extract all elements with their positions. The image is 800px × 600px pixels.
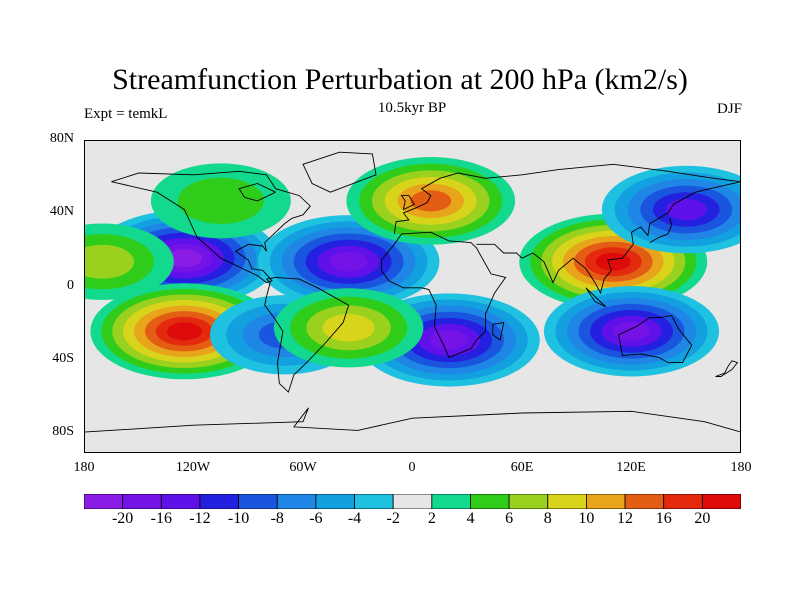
anomaly-center-9 (273, 288, 424, 368)
contour-band (322, 314, 375, 342)
colorbar-box (508, 494, 549, 509)
lon-tick-120e: 120E (616, 460, 646, 475)
coastline-2 (302, 151, 377, 193)
lon-tick-0: 0 (408, 460, 416, 475)
lon-tick-60w: 60W (289, 460, 317, 475)
colorbar-box (547, 494, 587, 509)
lat-tick-80s: 80S (52, 424, 74, 439)
coastlines (84, 151, 741, 433)
lat-tick-40n: 40N (49, 204, 74, 219)
colorbar-label: -4 (347, 510, 362, 527)
coastline-13 (84, 407, 741, 433)
lat-tick-80n: 80N (49, 131, 74, 146)
lon-tick-60e: 60E (510, 460, 534, 475)
colorbar-label: -10 (227, 510, 250, 527)
colorbar-box (315, 494, 355, 509)
colorbar-box (392, 494, 433, 509)
anomaly-center-10 (150, 163, 291, 239)
colorbar (84, 494, 741, 509)
contour-band (166, 249, 202, 268)
colorbar-label: 12 (617, 510, 634, 527)
colorbar-label: 8 (543, 510, 552, 527)
coastline-8 (715, 360, 739, 377)
colorbar-label: 20 (694, 510, 711, 527)
colorbar-label: -2 (386, 510, 400, 527)
colorbar-box (586, 494, 626, 509)
coastline-5 (381, 231, 507, 358)
coastline-0 (111, 170, 311, 284)
colorbar-label: 10 (578, 510, 595, 527)
colorbar-label: 6 (505, 510, 514, 527)
period-label: 10.5kyr BP (377, 100, 447, 116)
colorbar-box (160, 494, 201, 509)
contour-band (595, 252, 631, 271)
contour-band (410, 190, 452, 212)
anomaly-center-7 (601, 165, 741, 254)
colorbar-box (470, 494, 510, 509)
contour-band (613, 321, 650, 341)
map-frame (84, 140, 741, 453)
coastline-4 (393, 163, 741, 234)
lon-tick-120w: 120W (175, 460, 211, 475)
colorbar-label: -12 (189, 510, 211, 527)
colorbar-box (354, 494, 394, 509)
lat-tick-40s: 40S (52, 351, 74, 366)
colorbar-box (701, 494, 741, 509)
lat-tick-eq: 0 (67, 278, 74, 293)
coastline-7 (618, 315, 693, 364)
chart-title: Streamfunction Perturbation at 200 hPa (… (112, 63, 688, 96)
coastline-12 (492, 322, 505, 341)
colorbar-label: 16 (655, 510, 672, 527)
coastline-1 (238, 183, 276, 202)
colorbar-box (663, 494, 703, 509)
contour-band (665, 198, 707, 221)
anomaly-center-6 (346, 157, 516, 245)
streamfunction-map (84, 140, 741, 453)
contour-band (429, 330, 469, 350)
colorbar-label: -8 (270, 510, 284, 527)
colorbar-box (276, 494, 317, 509)
colorbar-box (122, 494, 162, 509)
colorbar-box (84, 494, 124, 509)
colorbar-label: 4 (466, 510, 475, 527)
coastline-3 (264, 276, 350, 393)
colorbar-label: 2 (427, 510, 436, 527)
colorbar-label: -6 (309, 510, 323, 527)
anomaly-center-5 (543, 286, 720, 377)
lon-tick-180e: 180 (730, 460, 752, 475)
lon-tick-180w: 180 (73, 460, 95, 475)
contour-band (177, 177, 264, 224)
colorbar-label: -20 (111, 510, 134, 527)
coastline-9 (585, 287, 607, 308)
anomaly-center-1 (257, 215, 440, 309)
coastline-10 (649, 218, 673, 243)
anomaly-center-11 (84, 223, 174, 300)
colorbar-label: -16 (150, 510, 172, 527)
coastline-6 (476, 181, 741, 295)
experiment-label: Expt = temkL (84, 106, 168, 122)
map-panel (84, 140, 741, 453)
colorbar-box (624, 494, 665, 509)
contour-band (329, 251, 368, 272)
contour-band (84, 244, 135, 279)
colorbar-box (199, 494, 239, 509)
colorbar-box (238, 494, 278, 509)
season-label: DJF (716, 101, 742, 117)
contour-band (166, 322, 202, 341)
coastline-11 (400, 195, 415, 211)
colorbar-box (431, 494, 471, 509)
